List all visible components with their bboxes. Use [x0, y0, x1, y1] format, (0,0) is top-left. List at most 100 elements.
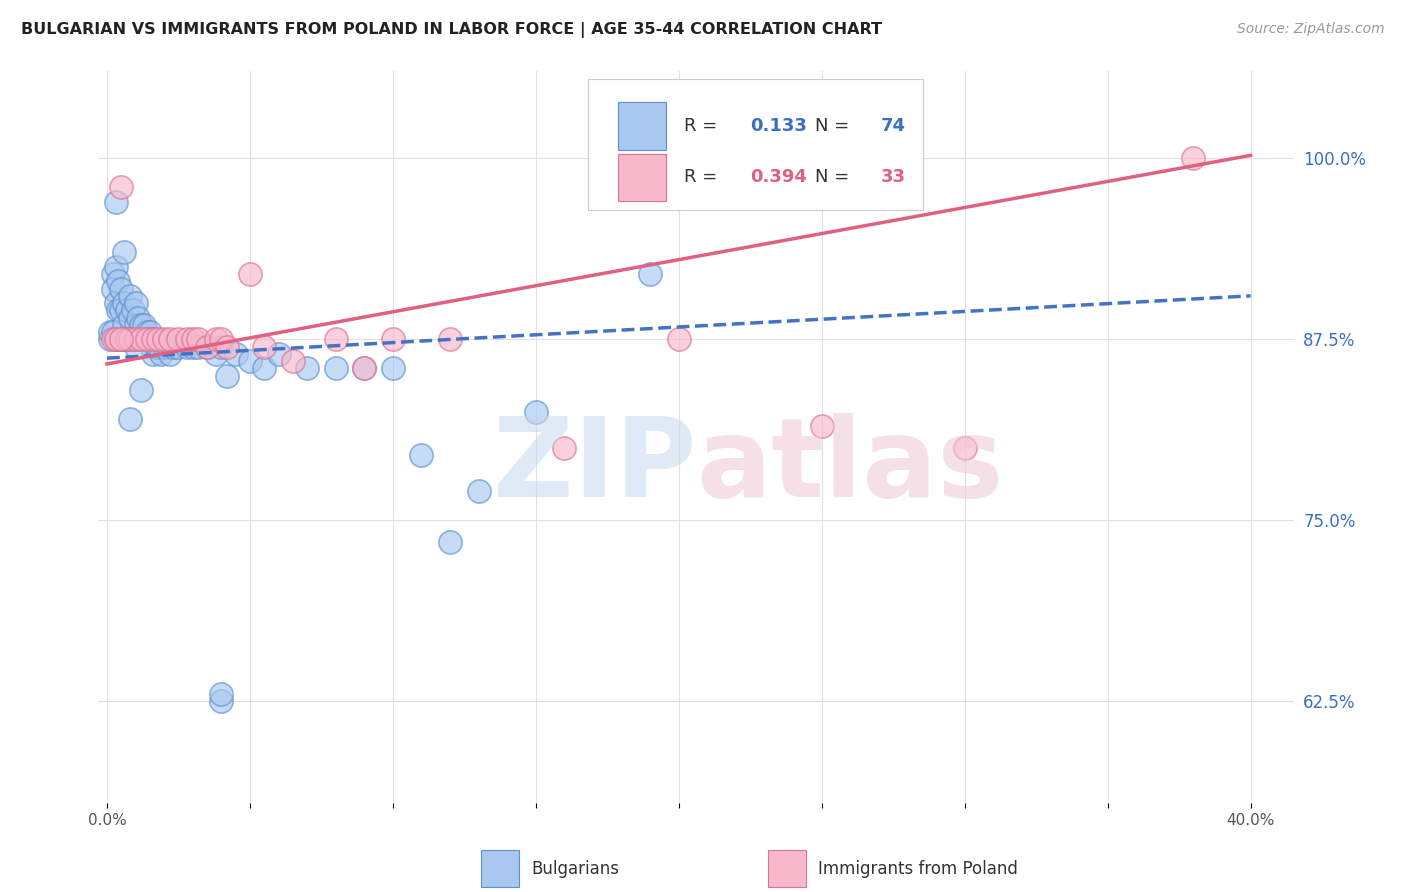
Point [145, 340, 167, 354]
FancyBboxPatch shape [619, 103, 666, 150]
Point [115, 332, 138, 346]
Point [104, 194, 127, 209]
Point [142, 332, 165, 346]
Point [195, 340, 218, 354]
Point [131, 332, 153, 346]
Point [104, 260, 127, 274]
Point [295, 361, 318, 376]
Point [118, 332, 141, 346]
Point [209, 687, 232, 701]
Point [107, 303, 129, 318]
Point [112, 296, 135, 310]
Point [110, 303, 132, 318]
Text: R =: R = [685, 117, 723, 136]
Point [204, 347, 226, 361]
Point [101, 282, 124, 296]
Point [118, 310, 141, 325]
Point [98, 332, 121, 346]
Point [98, 325, 121, 339]
Point [217, 340, 239, 354]
Text: R =: R = [685, 169, 723, 186]
Point [104, 332, 127, 346]
Text: 33: 33 [882, 169, 907, 186]
Point [381, 332, 404, 346]
FancyBboxPatch shape [768, 850, 806, 887]
Point [136, 332, 159, 346]
Point [101, 267, 124, 281]
Point [124, 332, 146, 346]
Point [209, 694, 232, 708]
Text: Bulgarians: Bulgarians [531, 860, 619, 878]
Point [225, 347, 247, 361]
Text: 74: 74 [882, 117, 907, 136]
Point [181, 340, 204, 354]
Text: atlas: atlas [696, 413, 1004, 520]
FancyBboxPatch shape [619, 153, 666, 202]
Point [142, 347, 165, 361]
Point [467, 484, 489, 499]
Point [153, 340, 176, 354]
Point [115, 332, 138, 346]
FancyBboxPatch shape [589, 78, 922, 211]
Point [139, 332, 162, 346]
Point [124, 296, 146, 310]
FancyBboxPatch shape [481, 850, 519, 887]
Text: N =: N = [815, 169, 855, 186]
Point [107, 332, 129, 346]
Point [142, 332, 165, 346]
Point [121, 332, 143, 346]
Point [115, 303, 138, 318]
Point [139, 325, 162, 339]
Point [118, 289, 141, 303]
Text: N =: N = [815, 117, 855, 136]
Point [110, 282, 132, 296]
Point [112, 245, 135, 260]
Text: 0.394: 0.394 [749, 169, 807, 186]
Point [101, 332, 124, 346]
Point [104, 296, 127, 310]
Point [136, 325, 159, 339]
Point [101, 325, 124, 339]
Point [187, 340, 209, 354]
Point [638, 267, 661, 281]
Point [267, 347, 290, 361]
Point [159, 332, 181, 346]
Point [118, 412, 141, 426]
Point [253, 361, 276, 376]
Point [176, 340, 198, 354]
Point [176, 332, 198, 346]
Point [136, 332, 159, 346]
Point [127, 332, 149, 346]
Point [124, 318, 146, 332]
Text: 0.133: 0.133 [749, 117, 807, 136]
Point [239, 267, 262, 281]
Point [439, 332, 461, 346]
Text: Immigrants from Poland: Immigrants from Poland [818, 860, 1018, 878]
Point [209, 332, 232, 346]
Point [131, 383, 153, 397]
Point [124, 332, 146, 346]
Point [112, 318, 135, 332]
Point [439, 535, 461, 549]
Point [239, 354, 262, 368]
Point [187, 332, 209, 346]
Point [353, 361, 375, 376]
Point [209, 340, 232, 354]
Point [325, 361, 347, 376]
Text: ZIP: ZIP [492, 413, 696, 520]
Point [159, 347, 181, 361]
Point [104, 332, 127, 346]
Point [150, 347, 173, 361]
Point [107, 274, 129, 288]
Point [953, 441, 976, 455]
Point [134, 332, 156, 346]
Point [553, 441, 575, 455]
Point [524, 405, 547, 419]
Point [253, 340, 276, 354]
Point [131, 318, 153, 332]
Point [121, 303, 143, 318]
Point [810, 419, 832, 434]
Point [118, 332, 141, 346]
Point [110, 332, 132, 346]
Point [195, 340, 218, 354]
